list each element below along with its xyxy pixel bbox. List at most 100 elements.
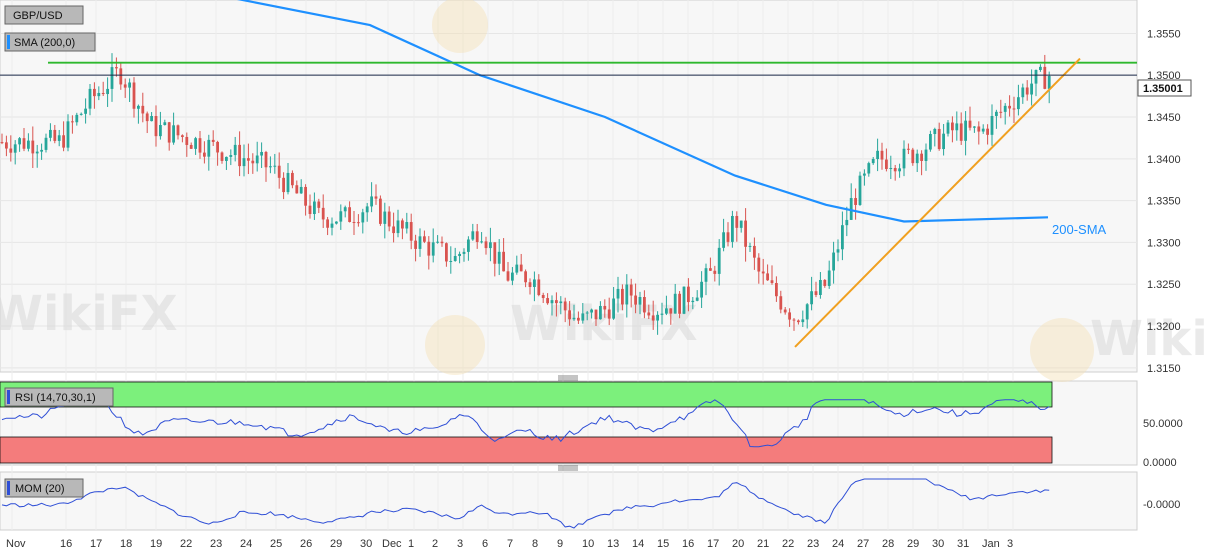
candle-body [599, 305, 602, 320]
candle-body [53, 129, 57, 141]
symbol-tag[interactable]: GBP/USD [4, 5, 84, 25]
candle-body [163, 122, 167, 125]
candle-body [211, 139, 215, 142]
candle-body [35, 151, 39, 154]
rsi-overbought-zone [0, 381, 1053, 408]
candle-body [695, 297, 699, 301]
candle-body [955, 123, 959, 131]
candle-body [27, 140, 30, 149]
candle-body [427, 241, 431, 256]
candle-body [0, 142, 4, 144]
candle-body [973, 126, 976, 128]
candle-body [198, 138, 202, 153]
candle-body [792, 319, 796, 321]
candle-body [590, 309, 593, 313]
candle-body [907, 148, 910, 150]
candle-body [172, 125, 175, 143]
candle-body [876, 150, 879, 160]
candle-body [616, 288, 620, 299]
candle-body [933, 128, 937, 135]
candle-body [849, 198, 853, 220]
date-tick-label: 27 [857, 538, 869, 550]
mom-indicator-tag[interactable]: MOM (20) [4, 478, 84, 498]
candle-body [968, 120, 972, 128]
pane-splitter[interactable] [558, 375, 578, 381]
candle-body [489, 242, 492, 249]
candle-body [880, 150, 884, 160]
date-tick-label: 24 [832, 538, 844, 550]
date-tick-label: 18 [120, 538, 132, 550]
date-tick-label: 29 [330, 538, 342, 550]
candle-body [185, 136, 189, 145]
support-trendline [794, 57, 1081, 348]
candle-body [946, 122, 950, 134]
candle-body [533, 279, 536, 287]
candle-body [392, 226, 395, 234]
price-tick-label: 1.3200 [1147, 321, 1181, 333]
candle-body [713, 270, 717, 274]
candle-body [269, 166, 272, 168]
date-tick-label: 3 [1007, 538, 1013, 550]
candle-body [97, 92, 101, 97]
price-tick-label: 1.3250 [1147, 279, 1181, 291]
candle-body [225, 156, 228, 161]
candle-body [660, 313, 664, 315]
candle-body [858, 175, 862, 205]
candle-body [154, 116, 158, 137]
candle-body [577, 317, 580, 321]
candle-body [951, 122, 954, 131]
candle-body [374, 196, 378, 199]
candle-body [462, 251, 466, 254]
date-tick-label: 16 [682, 538, 694, 550]
candle-body [550, 300, 554, 304]
candle-body [682, 286, 686, 314]
candle-body [357, 222, 360, 224]
candle-body [999, 111, 1003, 113]
candle-body [783, 309, 787, 313]
candle-body [295, 185, 299, 194]
mom-color-swatch [7, 481, 10, 495]
candle-body [585, 312, 589, 314]
candle-body [621, 288, 624, 305]
candle-body [665, 308, 668, 314]
candle-body [181, 135, 184, 137]
candle-body [920, 153, 923, 161]
candle-body [814, 291, 818, 295]
candle-body [1039, 66, 1042, 70]
sma-indicator-tag[interactable]: SMA (200,0) [4, 32, 96, 52]
rsi-tick-label: 50.0000 [1143, 418, 1183, 430]
sma-color-swatch [7, 35, 10, 49]
pane-splitter[interactable] [558, 465, 578, 471]
candle-body [942, 133, 945, 150]
candle-body [915, 153, 919, 164]
symbol-tag-bg [4, 5, 84, 25]
candle-body [229, 155, 233, 157]
candle-body [607, 309, 611, 319]
candle-body [115, 67, 118, 69]
candle-body [1025, 87, 1029, 95]
candle-body [31, 140, 35, 154]
candle-body [343, 207, 347, 212]
price-axis: 1.3550 1.3500 1.3450 1.3400 1.3350 1.3300 1.32… [1147, 28, 1181, 374]
candle-body [22, 138, 26, 149]
candle-body [1008, 105, 1011, 109]
candle-body [555, 300, 558, 304]
date-tick-label: 15 [657, 538, 669, 550]
date-tick-label: 3 [457, 538, 463, 550]
rsi-indicator-tag[interactable]: RSI (14,70,30,1) [4, 387, 114, 407]
candle-body [216, 141, 219, 153]
candle-body [137, 105, 140, 109]
price-tick-label: 1.3400 [1147, 154, 1181, 166]
candle-body [788, 312, 791, 320]
date-tick-label: 23 [807, 538, 819, 550]
candle-body [739, 220, 743, 228]
watermark-text: WikiFX [0, 286, 178, 342]
candle-body [841, 225, 844, 250]
candle-body [449, 260, 453, 262]
candle-body [1017, 97, 1020, 110]
candle-body [572, 317, 576, 320]
watermark-logo-icon [432, 0, 488, 53]
candle-body [502, 251, 505, 272]
candle-body [383, 211, 387, 224]
